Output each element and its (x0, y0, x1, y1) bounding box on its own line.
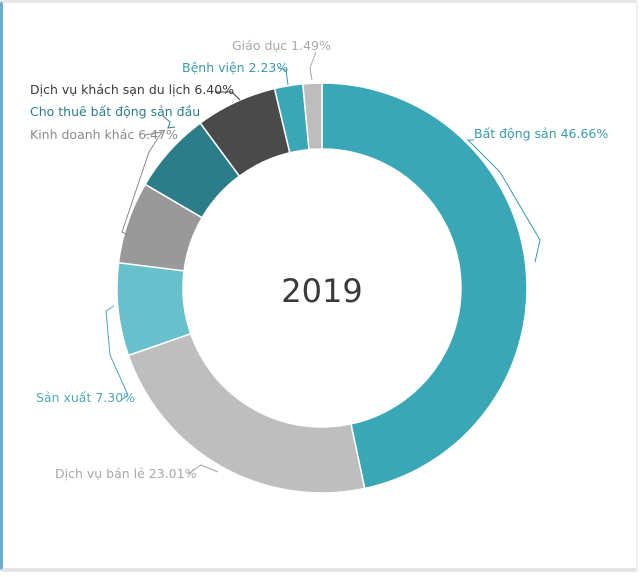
slice-label: Giáo dục 1.49% (232, 38, 331, 53)
slice-label: Bất động sản 46.66% (474, 126, 608, 141)
leader-line (121, 131, 164, 236)
leader-line (466, 139, 541, 263)
slice-labels: Bất động sản 46.66% Dịch vụ bán lẻ 23.01%… (30, 38, 608, 481)
slice-label: Bệnh viện 2.23% (182, 60, 288, 75)
slice-label: Dịch vụ bán lẻ 23.01% (55, 466, 197, 481)
leader-lines (105, 51, 541, 475)
donut-slice (302, 82, 323, 151)
leader-line (162, 115, 176, 129)
donut-slice (321, 82, 528, 490)
leader-line (215, 91, 241, 101)
leader-line (187, 464, 219, 475)
center-title: 2019 (281, 272, 362, 310)
donut-slices (116, 82, 528, 494)
slice-label: Kinh doanh khác 6.47% (30, 127, 178, 142)
slice-label: Dịch vụ khách sạn du lịch 6.40% (30, 82, 234, 97)
slice-label: Cho thuê bất động sản đầu (30, 104, 200, 119)
leader-line (105, 305, 129, 402)
leader-line (309, 51, 317, 81)
slice-label: Sản xuất 7.30% (36, 390, 135, 405)
leader-line (277, 67, 289, 86)
